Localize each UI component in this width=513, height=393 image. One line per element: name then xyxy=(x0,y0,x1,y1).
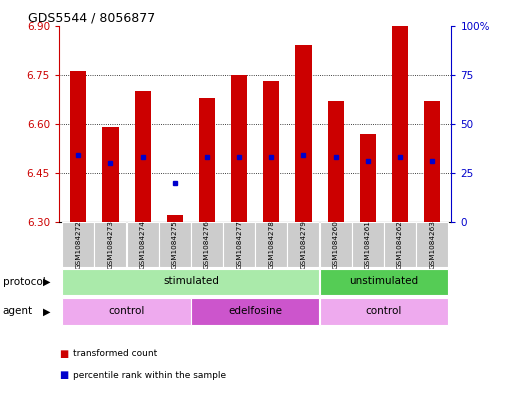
Text: GSM1084278: GSM1084278 xyxy=(268,220,274,269)
Bar xyxy=(320,298,448,325)
Text: unstimulated: unstimulated xyxy=(349,276,419,286)
Text: GSM1084263: GSM1084263 xyxy=(429,220,435,269)
Bar xyxy=(134,91,151,222)
Text: GSM1084273: GSM1084273 xyxy=(107,220,113,269)
Bar xyxy=(392,26,408,222)
Bar xyxy=(103,127,119,222)
Text: ▶: ▶ xyxy=(43,307,50,316)
Text: edelfosine: edelfosine xyxy=(228,306,282,316)
Text: ■: ■ xyxy=(59,370,68,380)
Bar xyxy=(328,101,344,222)
Text: stimulated: stimulated xyxy=(163,276,219,286)
Bar xyxy=(199,97,215,222)
Text: GDS5544 / 8056877: GDS5544 / 8056877 xyxy=(28,11,155,24)
Bar xyxy=(384,222,416,267)
Text: percentile rank within the sample: percentile rank within the sample xyxy=(73,371,226,380)
Text: transformed count: transformed count xyxy=(73,349,157,358)
Text: ■: ■ xyxy=(59,349,68,359)
Text: GSM1084260: GSM1084260 xyxy=(332,220,339,269)
Bar xyxy=(360,134,376,222)
Bar xyxy=(320,222,351,267)
Text: GSM1084272: GSM1084272 xyxy=(75,220,81,269)
Text: agent: agent xyxy=(3,307,33,316)
Bar xyxy=(352,222,384,267)
Bar xyxy=(263,81,280,222)
Bar xyxy=(62,269,320,295)
Bar xyxy=(62,298,191,325)
Bar xyxy=(295,45,311,222)
Text: GSM1084274: GSM1084274 xyxy=(140,220,146,269)
Text: GSM1084262: GSM1084262 xyxy=(397,220,403,269)
Bar xyxy=(320,269,448,295)
Bar xyxy=(231,75,247,222)
Bar xyxy=(255,222,287,267)
Bar xyxy=(424,101,440,222)
Bar xyxy=(191,222,223,267)
Bar xyxy=(191,298,320,325)
Text: GSM1084261: GSM1084261 xyxy=(365,220,371,269)
Text: GSM1084279: GSM1084279 xyxy=(301,220,306,269)
Bar xyxy=(127,222,159,267)
Bar xyxy=(159,222,191,267)
Bar xyxy=(62,222,94,267)
Text: ▶: ▶ xyxy=(43,277,50,287)
Bar xyxy=(70,72,86,222)
Bar xyxy=(167,215,183,222)
Text: protocol: protocol xyxy=(3,277,45,287)
Text: GSM1084277: GSM1084277 xyxy=(236,220,242,269)
Text: control: control xyxy=(108,306,145,316)
Text: GSM1084275: GSM1084275 xyxy=(172,220,178,269)
Bar xyxy=(287,222,320,267)
Text: control: control xyxy=(366,306,402,316)
Bar xyxy=(416,222,448,267)
Bar xyxy=(223,222,255,267)
Bar xyxy=(94,222,127,267)
Text: GSM1084276: GSM1084276 xyxy=(204,220,210,269)
